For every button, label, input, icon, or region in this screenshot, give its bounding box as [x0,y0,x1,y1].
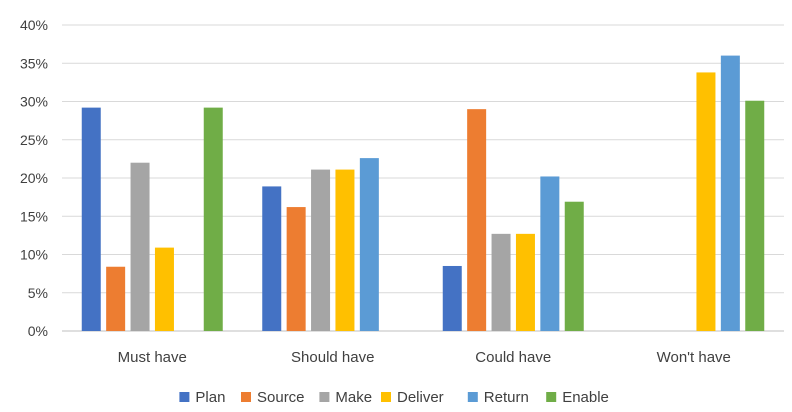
y-tick-label: 35% [20,55,48,71]
bar-enable-won-t-have [745,100,765,331]
legend-label-source: Source [257,389,305,406]
y-axis-ticks: 0% 5% 10% 15% 20% 25% 30% 35% 40% [20,17,48,339]
bar-plan-could-have [442,265,462,331]
y-tick-label: 0% [28,323,48,339]
y-tick-label: 15% [20,208,48,224]
legend-label-deliver: Deliver [397,389,444,406]
bar-enable-could-have [564,201,584,331]
x-category-label: Should have [291,349,374,366]
bar-plan-must-have [81,107,101,332]
legend-swatch-source [241,392,251,402]
legend-label-make: Make [335,389,372,406]
bar-deliver-should-have [335,169,355,331]
bar-deliver-won-t-have [696,72,716,332]
x-category-label: Won't have [657,349,731,366]
legend-label-plan: Plan [195,389,225,406]
bar-enable-must-have [203,107,223,332]
x-category-label: Must have [118,349,187,366]
bar-make-could-have [491,233,511,331]
bar-deliver-must-have [154,247,174,331]
bar-deliver-could-have [515,233,535,331]
bar-plan-should-have [262,186,282,331]
legend-label-enable: Enable [562,389,609,406]
y-tick-label: 10% [20,247,48,263]
legend-swatch-plan [179,392,190,402]
legend-swatch-make [319,392,330,402]
y-tick-label: 20% [20,170,48,186]
bar-source-must-have [106,266,126,331]
y-tick-label: 25% [20,132,48,148]
gridlines [62,24,784,332]
x-axis-labels: Must have Should have Could have Won't have [118,349,731,366]
bars [81,55,765,332]
x-category-label: Could have [475,349,551,366]
bar-make-should-have [311,169,331,331]
legend: Plan Source Make Deliver Return Enable [179,389,609,406]
bar-source-could-have [467,109,487,332]
legend-label-return: Return [484,389,529,406]
bar-source-should-have [286,207,306,331]
bar-return-should-have [359,158,379,331]
bar-return-won-t-have [720,55,740,331]
y-tick-label: 5% [28,285,48,301]
legend-swatch-enable [546,392,557,402]
bar-return-could-have [540,176,560,331]
y-tick-label: 30% [20,94,48,110]
legend-swatch-deliver [381,392,391,402]
legend-swatch-return [467,392,478,402]
y-tick-label: 40% [20,17,48,33]
bar-make-must-have [130,162,150,331]
